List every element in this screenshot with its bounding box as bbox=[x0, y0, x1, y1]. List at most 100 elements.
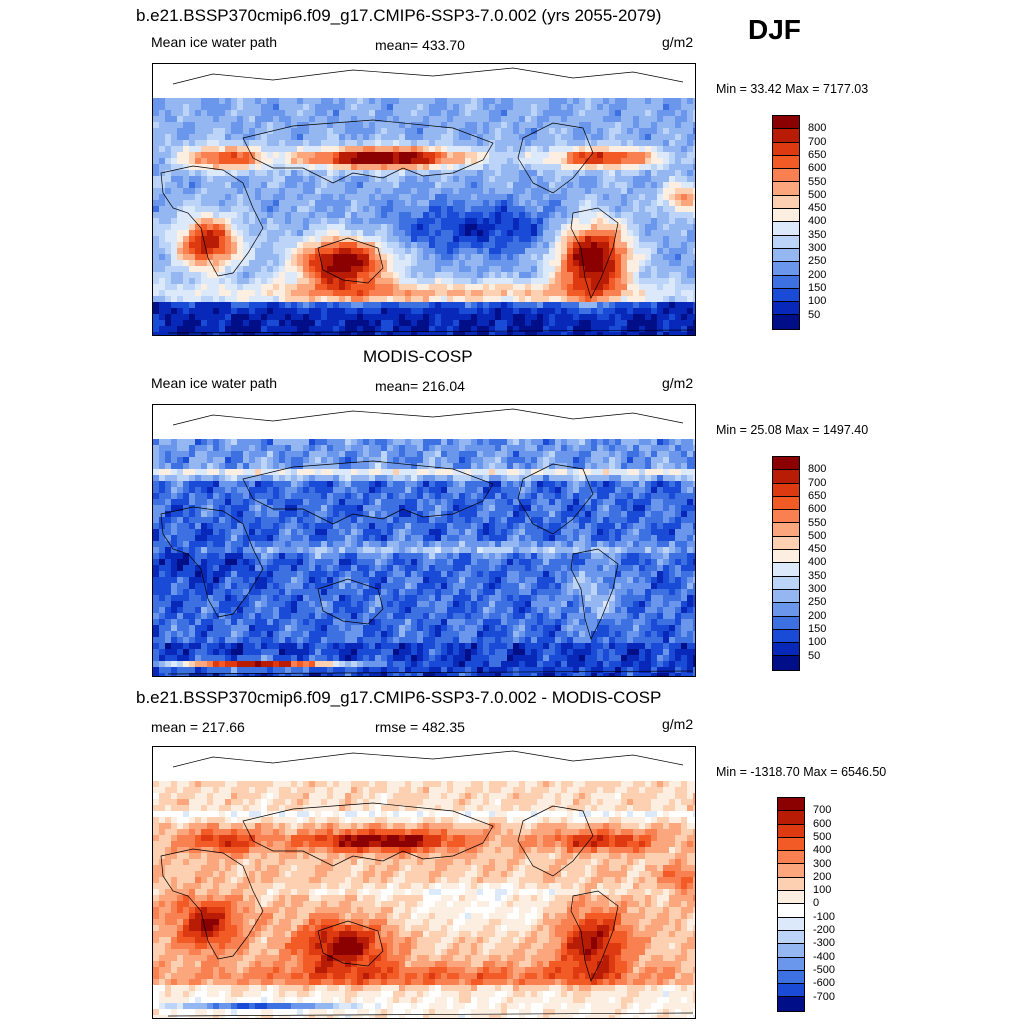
map-cell bbox=[681, 182, 688, 189]
map-cell bbox=[495, 188, 502, 195]
map-cell bbox=[525, 439, 532, 446]
map-cell bbox=[591, 445, 598, 452]
map-cell bbox=[477, 176, 484, 183]
map-cell bbox=[237, 206, 244, 213]
map-cell bbox=[513, 439, 520, 446]
map-cell bbox=[645, 457, 652, 464]
map-cell bbox=[471, 134, 478, 141]
map-cell bbox=[615, 182, 622, 189]
map-cell bbox=[627, 308, 634, 315]
map-cell bbox=[429, 314, 436, 321]
map-cell bbox=[579, 104, 586, 111]
map-cell bbox=[273, 176, 280, 183]
map-cell bbox=[507, 242, 514, 249]
map-cell bbox=[411, 469, 418, 476]
map-cell bbox=[285, 463, 292, 470]
map-cell bbox=[393, 248, 400, 255]
map-cell bbox=[669, 260, 676, 267]
map-cell bbox=[297, 152, 304, 159]
map-cell bbox=[423, 326, 430, 333]
map-cell bbox=[357, 188, 364, 195]
map-cell bbox=[249, 212, 256, 219]
map-cell bbox=[693, 266, 695, 273]
map-cell bbox=[405, 224, 412, 231]
map-cell bbox=[279, 332, 286, 335]
map-cell bbox=[453, 182, 460, 189]
map-cell bbox=[159, 104, 166, 111]
map-cell bbox=[387, 230, 394, 237]
map-cell bbox=[585, 242, 592, 249]
map-cell bbox=[597, 326, 604, 333]
map-cell bbox=[549, 176, 556, 183]
map-cell bbox=[513, 182, 520, 189]
map-cell bbox=[183, 511, 190, 518]
map-cell bbox=[159, 463, 166, 470]
map-cell bbox=[525, 212, 532, 219]
map-cell bbox=[321, 463, 328, 470]
map-cell bbox=[507, 212, 514, 219]
map-cell bbox=[669, 290, 676, 297]
map-cell bbox=[303, 445, 310, 452]
map-cell bbox=[675, 104, 682, 111]
map-cell bbox=[507, 272, 514, 279]
map-cell bbox=[675, 451, 682, 458]
map-cell bbox=[261, 439, 268, 446]
map-cell bbox=[375, 194, 382, 201]
map-cell bbox=[387, 146, 394, 153]
map-cell bbox=[435, 140, 442, 147]
map-cell bbox=[501, 104, 508, 111]
map-cell bbox=[321, 248, 328, 255]
map-cell bbox=[375, 439, 382, 446]
map-cell bbox=[309, 254, 316, 261]
map-cell bbox=[369, 284, 376, 291]
map-cell bbox=[405, 320, 412, 327]
map-cell bbox=[489, 487, 496, 494]
map-cell bbox=[165, 146, 172, 153]
map-cell bbox=[327, 481, 334, 488]
map-cell bbox=[423, 188, 430, 195]
map-cell bbox=[393, 224, 400, 231]
map-cell bbox=[399, 320, 406, 327]
map-cell bbox=[339, 242, 346, 249]
map-cell bbox=[447, 445, 454, 452]
map-cell bbox=[549, 493, 556, 500]
map-cell bbox=[213, 218, 220, 225]
map-cell bbox=[423, 224, 430, 231]
map-cell bbox=[657, 475, 664, 482]
map-cell bbox=[633, 332, 640, 335]
map-cell bbox=[351, 463, 358, 470]
map-cell bbox=[447, 308, 454, 315]
map-cell bbox=[189, 439, 196, 446]
map-cell bbox=[669, 230, 676, 237]
map-cell bbox=[243, 481, 250, 488]
map-cell bbox=[249, 523, 256, 530]
map-cell bbox=[357, 445, 364, 452]
map-cell bbox=[255, 158, 262, 165]
map-cell bbox=[591, 463, 598, 470]
map-cell bbox=[177, 451, 184, 458]
colorbar-tick-label: 500 bbox=[808, 188, 827, 201]
map-cell bbox=[399, 164, 406, 171]
map-cell bbox=[213, 194, 220, 201]
map-cell bbox=[387, 332, 394, 335]
map-cell bbox=[603, 98, 610, 105]
map-cell bbox=[681, 212, 688, 219]
map-cell bbox=[675, 493, 682, 500]
map-cell bbox=[603, 254, 610, 261]
map-cell bbox=[255, 116, 262, 123]
map-cell bbox=[429, 194, 436, 201]
map-cell bbox=[669, 182, 676, 189]
map-cell bbox=[297, 523, 304, 530]
map-cell bbox=[639, 194, 646, 201]
map-cell bbox=[597, 110, 604, 117]
map-cell bbox=[351, 439, 358, 446]
map-cell bbox=[207, 236, 214, 243]
map-cell bbox=[585, 445, 592, 452]
map-cell bbox=[255, 505, 262, 512]
map-cell bbox=[567, 314, 574, 321]
map-cell bbox=[153, 176, 160, 183]
map-cell bbox=[411, 314, 418, 321]
map-cell bbox=[327, 445, 334, 452]
map-cell bbox=[663, 218, 670, 225]
map-cell bbox=[405, 236, 412, 243]
